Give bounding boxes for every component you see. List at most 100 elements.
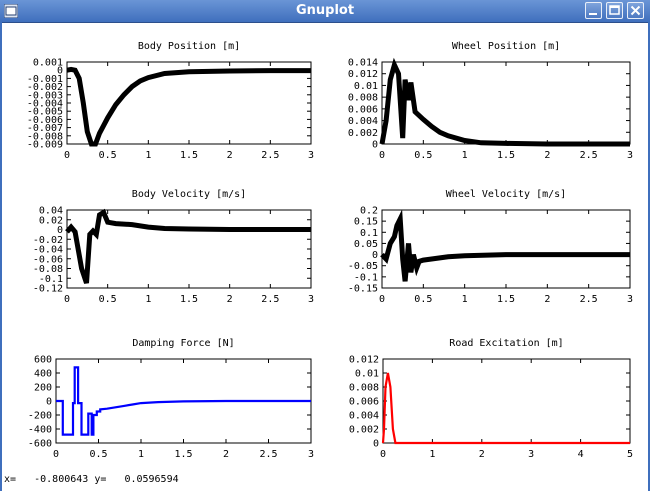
- road-excitation-xtick-label: 0: [380, 449, 386, 460]
- road-excitation-ytick-label: 0.004: [349, 411, 379, 422]
- minimize-icon: [589, 13, 597, 15]
- wheel-position-xtick-label: 0: [379, 150, 385, 161]
- road-excitation-xtick-label: 1: [429, 449, 435, 460]
- damping-force-xtick-label: 1: [138, 449, 144, 460]
- damping-force-ytick-label: 0: [46, 397, 52, 408]
- body-velocity-xtick-label: 1.5: [180, 294, 198, 305]
- body-position-xtick-label: 0: [64, 150, 70, 161]
- window-frame-left: [0, 22, 2, 491]
- wheel-position-xtick-label: 2: [544, 150, 550, 161]
- body-position-ytick-label: -0.002: [27, 82, 63, 93]
- wheel-position-ytick-label: 0.014: [348, 58, 378, 69]
- body-position-ytick-label: 0: [57, 66, 63, 77]
- wheel-position-xtick-label: 1: [462, 150, 468, 161]
- body-position-xtick-label: 2.5: [261, 150, 279, 161]
- maximize-icon: [609, 5, 620, 15]
- damping-force-xtick-label: 2.5: [259, 449, 277, 460]
- multiplot: Body Position [m]0 0.5 1 1.5 2 2.5 30.0010-0.0…: [27, 41, 633, 460]
- gnuplot-app-icon[interactable]: [4, 4, 18, 18]
- road-excitation-frame: [382, 358, 631, 444]
- body-position-xtick-label: 0.5: [99, 150, 117, 161]
- road-excitation-ytick-label: 0.002: [349, 425, 379, 436]
- body-position-ytick-label: -0.005: [27, 107, 63, 118]
- plot-canvas[interactable]: Body Position [m] 0 0.5 1 1.5 2 2.5 3 0.001 0 -0.0…: [0, 22, 650, 491]
- body-velocity-series-line: [65, 208, 311, 284]
- close-icon: [630, 5, 641, 16]
- body-velocity-xtick-label: 3: [308, 294, 314, 305]
- body-velocity-xtick-label: 1: [145, 294, 151, 305]
- wheel-position-xtick-label: 1.5: [497, 150, 515, 161]
- damping-force-series-line: [56, 366, 311, 436]
- wheel-position-ytick-label: 0.002: [348, 128, 378, 139]
- wheel-velocity-ytick-label: 0.15: [354, 217, 378, 228]
- body-position-series-line: [66, 66, 311, 147]
- wheel-velocity-xtick-label: 1: [462, 294, 468, 305]
- body-position-ytick-label: -0.007: [27, 123, 63, 134]
- wheel-velocity-ytick-label: -0.05: [348, 261, 378, 272]
- damping-force-xtick-label: 2: [223, 449, 229, 460]
- body-velocity-ytick-label: 0.02: [39, 215, 63, 226]
- close-button[interactable]: [627, 2, 644, 19]
- wheel-position-ytick-label: 0.01: [354, 81, 378, 92]
- body-position-xtick-label: 3: [308, 150, 314, 161]
- title-bar[interactable]: Gnuplot: [0, 0, 650, 23]
- road-excitation-xtick-label: 4: [578, 449, 584, 460]
- wheel-velocity-xtick-label: 3: [627, 294, 633, 305]
- body-velocity-title: Body Velocity [m/s]: [132, 189, 246, 200]
- body-position-ytick-label: -0.003: [27, 90, 63, 101]
- wheel-velocity-ytick-label: 0.2: [360, 206, 378, 217]
- body-position-xtick-label: 2: [227, 150, 233, 161]
- road-excitation-series-line: [381, 372, 630, 445]
- road-excitation-ytick-label: 0.008: [349, 383, 379, 394]
- wheel-velocity-xtick-label: 2: [544, 294, 550, 305]
- body-position-ytick-label: -0.004: [27, 99, 63, 110]
- wheel-velocity-ytick-label: -0.15: [348, 284, 378, 295]
- damping-force-title: Damping Force [N]: [132, 338, 234, 349]
- body-velocity-ytick-label: -0.1: [39, 274, 63, 285]
- wheel-position-xtick-label: 2.5: [580, 150, 598, 161]
- wheel-velocity-xtick-label: 1.5: [497, 294, 515, 305]
- wheel-velocity-xtick-label: 0.5: [414, 294, 432, 305]
- window-title: Gnuplot: [295, 3, 355, 18]
- body-velocity-ytick-label: -0.08: [33, 264, 63, 275]
- wheel-velocity-xtick-label: 2.5: [580, 294, 598, 305]
- mouse-coordinates: x= -0.800643 y= 0.0596594: [4, 474, 179, 485]
- wheel-position-ytick-label: 0.004: [348, 116, 378, 127]
- minimize-button[interactable]: [585, 2, 602, 19]
- wheel-position-xtick-label: 3: [627, 150, 633, 161]
- wheel-velocity-series-line: [380, 209, 630, 282]
- wheel-position-ytick-label: 0.006: [348, 104, 378, 115]
- wheel-velocity-ytick-label: 0: [372, 250, 378, 261]
- body-position-title: Body Position [m]: [138, 41, 240, 52]
- road-excitation-ytick-label: 0.006: [349, 397, 379, 408]
- road-excitation-ytick-label: 0.01: [355, 369, 379, 380]
- body-position-ytick-label: -0.008: [27, 131, 63, 142]
- body-position-ytick-label: 0.001: [33, 58, 63, 69]
- body-velocity-xtick-label: 0.5: [99, 294, 117, 305]
- damping-force-ytick-label: 600: [34, 355, 52, 366]
- wheel-velocity-ytick-label: -0.1: [354, 272, 378, 283]
- wheel-velocity-title: Wheel Velocity [m/s]: [446, 189, 566, 200]
- body-velocity-ytick-label: 0.04: [39, 206, 63, 217]
- x-label: x=: [4, 474, 17, 485]
- wheel-position-ytick-label: 0: [372, 140, 378, 151]
- body-position-xtick-label: 1.5: [180, 150, 198, 161]
- road-excitation-ytick-label: 0: [373, 439, 379, 450]
- damping-force-ytick-label: 200: [34, 383, 52, 394]
- body-position-xtick-label: 1: [145, 150, 151, 161]
- body-velocity-frame: [66, 209, 312, 289]
- body-velocity-ytick-label: -0.02: [33, 235, 63, 246]
- damping-force-xtick-label: 0: [53, 449, 59, 460]
- wheel-position-ytick-label: 0.012: [348, 69, 378, 80]
- wheel-position-series-line: [379, 57, 630, 147]
- road-excitation-xtick-label: 2: [479, 449, 485, 460]
- damping-force-ytick-label: -600: [28, 439, 52, 450]
- maximize-button[interactable]: [606, 2, 623, 19]
- wheel-velocity-xtick-label: 0: [379, 294, 385, 305]
- damping-force-xtick-label: 3: [308, 449, 314, 460]
- damping-force-xtick-label: 0.5: [89, 449, 107, 460]
- window-frame-right: [648, 22, 650, 491]
- damping-force-ytick-label: 400: [34, 369, 52, 380]
- damping-force-ytick-label: -200: [28, 411, 52, 422]
- x-value: -0.800643: [34, 474, 89, 485]
